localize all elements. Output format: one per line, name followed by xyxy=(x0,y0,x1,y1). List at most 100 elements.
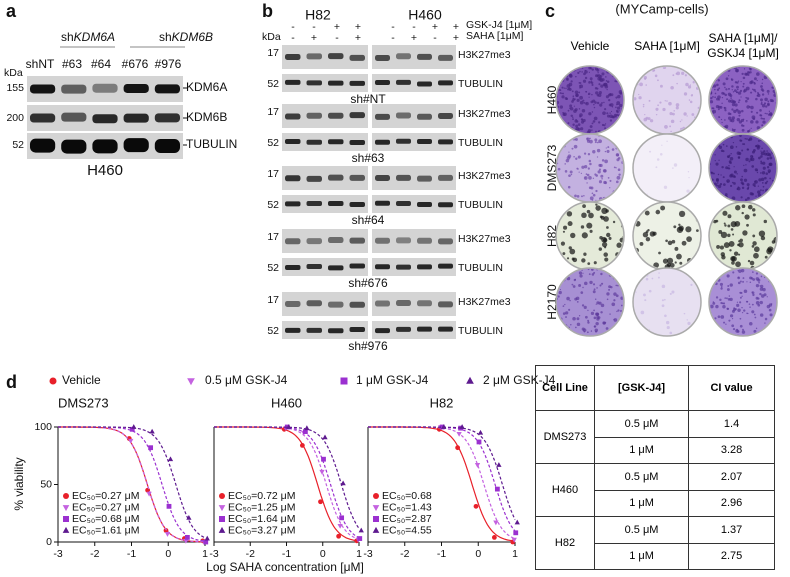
colony xyxy=(760,155,763,158)
colony xyxy=(600,84,604,88)
colony xyxy=(716,83,719,87)
ec50-label: EC₅₀=1.43 xyxy=(382,501,432,513)
colony xyxy=(755,296,759,300)
data-point xyxy=(128,438,134,444)
colony xyxy=(760,172,762,174)
colony xyxy=(611,273,614,276)
colony xyxy=(767,102,770,106)
colony xyxy=(608,67,612,69)
colony xyxy=(722,210,728,216)
colony xyxy=(746,187,749,190)
colony xyxy=(775,102,776,104)
colony xyxy=(577,155,581,159)
y-tick-label: 100 xyxy=(34,421,52,433)
colony xyxy=(591,129,593,131)
colony xyxy=(713,219,717,224)
colony xyxy=(772,186,776,190)
colony xyxy=(723,183,726,186)
colony xyxy=(590,81,594,85)
colony xyxy=(584,177,586,179)
colony xyxy=(715,162,719,166)
colony xyxy=(643,293,646,297)
plate xyxy=(555,133,625,203)
colony xyxy=(606,114,610,118)
colony xyxy=(720,315,725,319)
colony xyxy=(603,180,607,185)
data-point xyxy=(299,443,305,448)
colony xyxy=(759,313,764,317)
colony xyxy=(612,220,616,224)
colony xyxy=(753,329,757,333)
data-point xyxy=(321,456,326,462)
colony xyxy=(750,91,753,94)
blot-band xyxy=(396,300,411,307)
colony xyxy=(712,193,716,197)
colony xyxy=(573,155,575,158)
colony xyxy=(769,190,772,192)
colony xyxy=(610,93,614,97)
colony xyxy=(576,167,579,170)
blot-band xyxy=(396,201,411,207)
colony xyxy=(728,154,731,157)
colony xyxy=(581,71,583,73)
colony xyxy=(669,111,673,116)
treatment-sign: - xyxy=(335,32,339,44)
colony xyxy=(557,67,560,70)
blot-band xyxy=(30,138,56,153)
colony xyxy=(615,96,618,99)
colony xyxy=(761,78,764,81)
colony xyxy=(686,236,692,242)
band-label: TUBULIN xyxy=(458,262,503,274)
colony xyxy=(578,171,580,173)
colony xyxy=(759,287,764,291)
colony xyxy=(588,92,591,96)
colony xyxy=(666,100,668,102)
fit-curve xyxy=(368,426,516,520)
colony xyxy=(589,196,594,201)
colony xyxy=(769,313,773,317)
colony xyxy=(750,127,752,130)
colony xyxy=(766,152,770,157)
colony xyxy=(769,262,775,268)
colony xyxy=(568,174,571,178)
colony xyxy=(760,177,765,182)
colony xyxy=(766,166,770,169)
colony xyxy=(741,186,745,190)
colony xyxy=(763,219,768,224)
colony xyxy=(600,282,604,285)
colony xyxy=(728,295,731,297)
colony xyxy=(590,311,595,315)
colony xyxy=(720,287,723,290)
colony xyxy=(730,99,734,104)
colony xyxy=(710,118,712,123)
colony xyxy=(756,72,760,76)
colony xyxy=(609,119,613,122)
colony xyxy=(732,271,735,274)
colony xyxy=(724,93,727,97)
colony xyxy=(761,136,763,138)
colony xyxy=(725,323,727,325)
data-point xyxy=(183,538,189,544)
colony xyxy=(751,310,755,314)
colony xyxy=(727,214,732,219)
colony xyxy=(617,157,621,160)
colony xyxy=(559,105,564,109)
colony xyxy=(560,121,563,123)
colony xyxy=(755,97,758,101)
colony xyxy=(593,309,595,312)
colony xyxy=(660,84,663,88)
blot-band xyxy=(30,113,56,123)
colony xyxy=(769,162,773,167)
blot-band xyxy=(396,79,411,85)
blot-band xyxy=(123,83,149,93)
colony xyxy=(572,269,575,271)
x-tick-label: -2 xyxy=(90,548,99,560)
colony xyxy=(591,192,594,195)
colony xyxy=(620,304,623,307)
colony xyxy=(616,110,619,114)
colony xyxy=(678,225,684,231)
colony xyxy=(746,97,750,100)
blot-background xyxy=(372,258,456,276)
table-header: CI value xyxy=(688,365,775,411)
colony xyxy=(593,261,597,265)
